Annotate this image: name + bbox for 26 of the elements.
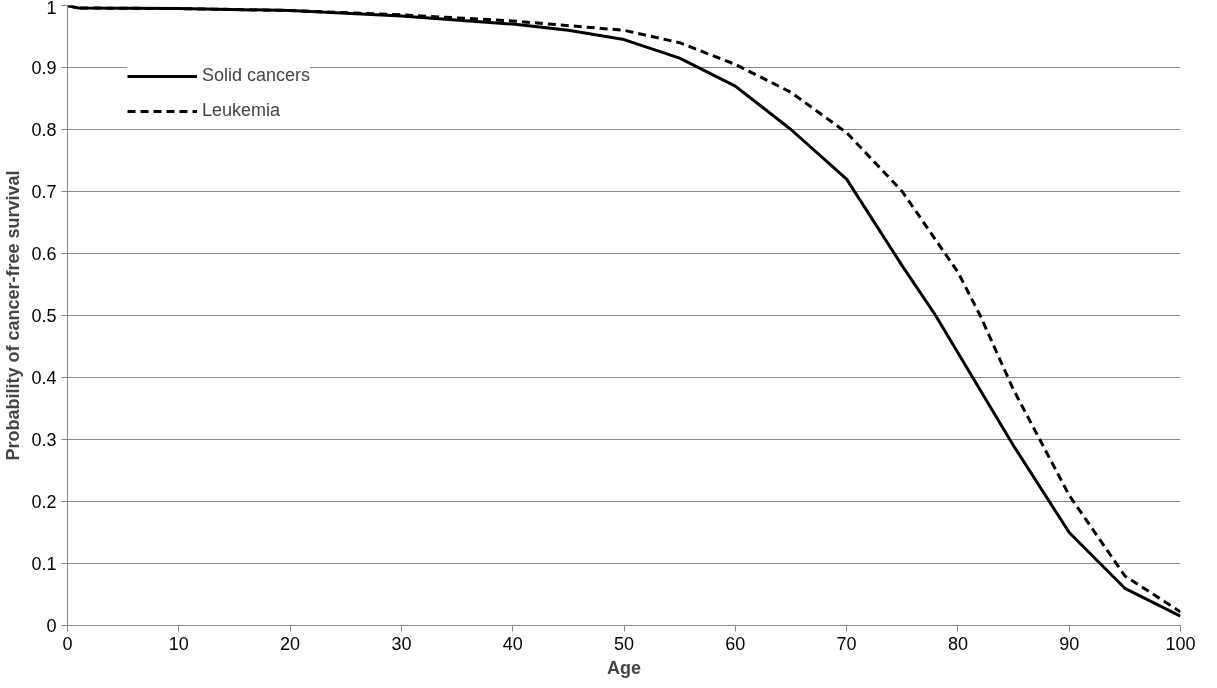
- x-axis-title: Age: [607, 657, 642, 678]
- x-tick-label: 70: [836, 633, 857, 654]
- x-tick-label: 20: [280, 633, 301, 654]
- y-tick-label: 0.1: [31, 554, 57, 574]
- x-tick-label: 90: [1059, 633, 1080, 654]
- x-tick-label: 60: [725, 633, 746, 654]
- x-tick-label: 80: [947, 633, 968, 654]
- y-tick-label: 0.2: [31, 492, 57, 512]
- y-tick-label: 1: [46, 0, 57, 18]
- legend-label: Solid cancers: [202, 65, 311, 86]
- y-tick-label: 0.9: [31, 58, 57, 78]
- x-tick-label: 30: [391, 633, 412, 654]
- x-tick-label: 50: [613, 633, 635, 654]
- x-tick-label: 0: [62, 633, 73, 654]
- x-tick-label: 40: [502, 633, 523, 654]
- y-tick-label: 0.4: [31, 368, 57, 388]
- x-tick-label: 100: [1165, 633, 1196, 654]
- y-tick-label: 0.3: [31, 430, 57, 450]
- x-tick-label: 10: [168, 633, 189, 654]
- y-tick-label: 0.5: [31, 306, 57, 326]
- y-tick-label: 0: [46, 616, 57, 636]
- y-tick-label: 0.6: [31, 244, 57, 264]
- y-tick-label: 0.8: [31, 120, 57, 140]
- legend-label: Leukemia: [202, 100, 281, 121]
- y-tick-label: 0.7: [31, 182, 57, 202]
- y-axis-title: Probability of cancer-free survival: [3, 170, 24, 461]
